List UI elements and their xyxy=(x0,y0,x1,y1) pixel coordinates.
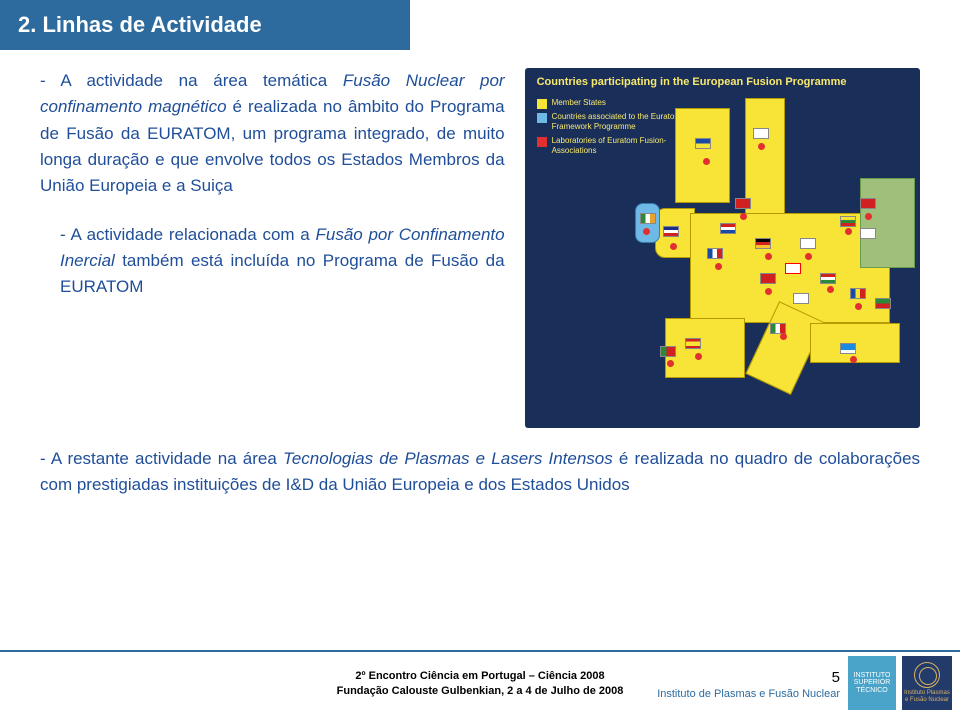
legend-swatch xyxy=(537,99,547,109)
slide-footer: 2º Encontro Ciência em Portugal – Ciênci… xyxy=(0,650,960,716)
para3-pre: - A restante actividade na área xyxy=(40,449,283,468)
legend-label: Member States xyxy=(552,98,606,108)
flag-icon xyxy=(685,338,701,349)
landmass xyxy=(665,318,745,378)
lab-dot xyxy=(740,213,747,220)
lab-dot xyxy=(703,158,710,165)
lab-dot xyxy=(670,243,677,250)
footer-line2: Fundação Calouste Gulbenkian, 2 a 4 de J… xyxy=(337,684,624,699)
map-title: Countries participating in the European … xyxy=(537,76,847,88)
legend-swatch xyxy=(537,137,547,147)
lab-dot xyxy=(765,253,772,260)
flag-icon xyxy=(785,263,801,274)
lab-dot xyxy=(715,263,722,270)
flag-icon xyxy=(760,273,776,284)
flag-icon xyxy=(695,138,711,149)
flag-icon xyxy=(840,343,856,354)
ist-logo-text: INSTITUTO SUPERIOR TÉCNICO xyxy=(850,672,894,694)
lab-dot xyxy=(780,333,787,340)
ipfn-logo: Instituto Plasmas e Fusão Nuclear xyxy=(902,656,952,710)
lab-dot xyxy=(758,143,765,150)
landmass xyxy=(860,178,915,268)
landmass xyxy=(745,98,785,218)
left-column: - A actividade na área temática Fusão Nu… xyxy=(40,68,505,428)
lab-dot xyxy=(865,213,872,220)
ipfn-logo-icon xyxy=(914,662,940,688)
para2-post: também está incluída no Programa de Fusã… xyxy=(60,251,505,296)
ist-logo: INSTITUTO SUPERIOR TÉCNICO xyxy=(848,656,896,710)
lab-dot xyxy=(695,353,702,360)
flag-icon xyxy=(640,213,656,224)
flag-icon xyxy=(753,128,769,139)
flag-icon xyxy=(755,238,771,249)
lab-dot xyxy=(855,303,862,310)
flag-icon xyxy=(660,346,676,357)
paragraph-2: - A actividade relacionada com a Fusão p… xyxy=(40,222,505,301)
footer-institute: Instituto de Plasmas e Fusão Nuclear xyxy=(657,688,840,700)
section-title: 2. Linhas de Actividade xyxy=(18,12,392,38)
footer-center: 2º Encontro Ciência em Portugal – Ciênci… xyxy=(337,669,624,699)
para2-pre: - A actividade relacionada com a xyxy=(60,225,315,244)
paragraph-3: - A restante actividade na área Tecnolog… xyxy=(0,446,960,499)
paragraph-1: - A actividade na área temática Fusão Nu… xyxy=(40,68,505,200)
flag-icon xyxy=(720,223,736,234)
footer-line1: 2º Encontro Ciência em Portugal – Ciênci… xyxy=(337,669,624,684)
flag-icon xyxy=(735,198,751,209)
para1-pre: - A actividade na área temática xyxy=(40,71,343,90)
flag-icon xyxy=(707,248,723,259)
lab-dot xyxy=(827,286,834,293)
lab-dot xyxy=(805,253,812,260)
flag-icon xyxy=(793,293,809,304)
lab-dot xyxy=(765,288,772,295)
content-area: - A actividade na área temática Fusão Nu… xyxy=(0,50,960,428)
flag-icon xyxy=(860,228,876,239)
lab-dot xyxy=(850,356,857,363)
para3-italic: Tecnologias de Plasmas e Lasers Intensos xyxy=(283,449,613,468)
footer-right: 5 Instituto de Plasmas e Fusão Nuclear xyxy=(657,669,840,700)
flag-icon xyxy=(820,273,836,284)
lab-dot xyxy=(845,228,852,235)
europe-shape xyxy=(645,98,915,418)
flag-icon xyxy=(860,198,876,209)
flag-icon xyxy=(840,216,856,227)
flag-icon xyxy=(850,288,866,299)
flag-icon xyxy=(875,298,891,309)
lab-dot xyxy=(643,228,650,235)
landmass xyxy=(675,108,730,203)
flag-icon xyxy=(800,238,816,249)
page-number: 5 xyxy=(657,669,840,686)
europe-map: Countries participating in the European … xyxy=(525,68,920,428)
legend-swatch xyxy=(537,113,547,123)
lab-dot xyxy=(667,360,674,367)
ipfn-logo-text: Instituto Plasmas e Fusão Nuclear xyxy=(904,690,950,703)
section-title-bar: 2. Linhas de Actividade xyxy=(0,0,410,50)
flag-icon xyxy=(663,226,679,237)
